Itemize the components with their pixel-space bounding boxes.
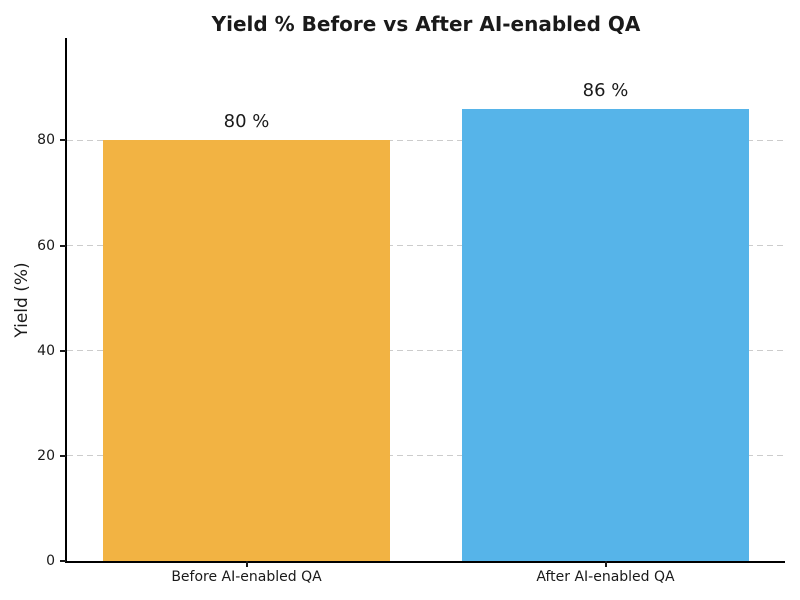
gridline [67, 139, 785, 141]
y-tick [60, 454, 66, 457]
gridline [67, 350, 785, 352]
y-axis-spine [65, 38, 67, 563]
chart-title: Yield % Before vs After AI-enabled QA [211, 12, 641, 36]
y-tick [60, 560, 66, 562]
gridline [67, 455, 785, 457]
y-tick [60, 139, 66, 142]
y-tick [60, 244, 66, 247]
y-axis-label: Yield (%) [12, 262, 32, 338]
y-tick-label: 40 [37, 342, 55, 359]
x-tick-label: Before AI-enabled QA [171, 569, 322, 585]
y-tick-label: 0 [46, 553, 55, 569]
y-tick-label: 60 [37, 237, 55, 254]
y-tick-label: 20 [37, 447, 55, 464]
x-axis-spine [65, 561, 785, 563]
x-tick-label: After AI-enabled QA [536, 569, 675, 585]
plot-area: 80 % 86 % 0 20 40 60 80 Before AI-enabled QA A… [37, 38, 785, 585]
y-tick-label: 80 [37, 132, 55, 149]
x-tick [245, 561, 248, 567]
gridline [67, 245, 785, 247]
x-tick [604, 561, 607, 567]
bar-value-label: 80 % [223, 111, 270, 133]
y-tick [60, 349, 66, 352]
bar-value-label: 86 % [582, 79, 629, 101]
bar [461, 108, 750, 561]
bar [102, 140, 391, 561]
